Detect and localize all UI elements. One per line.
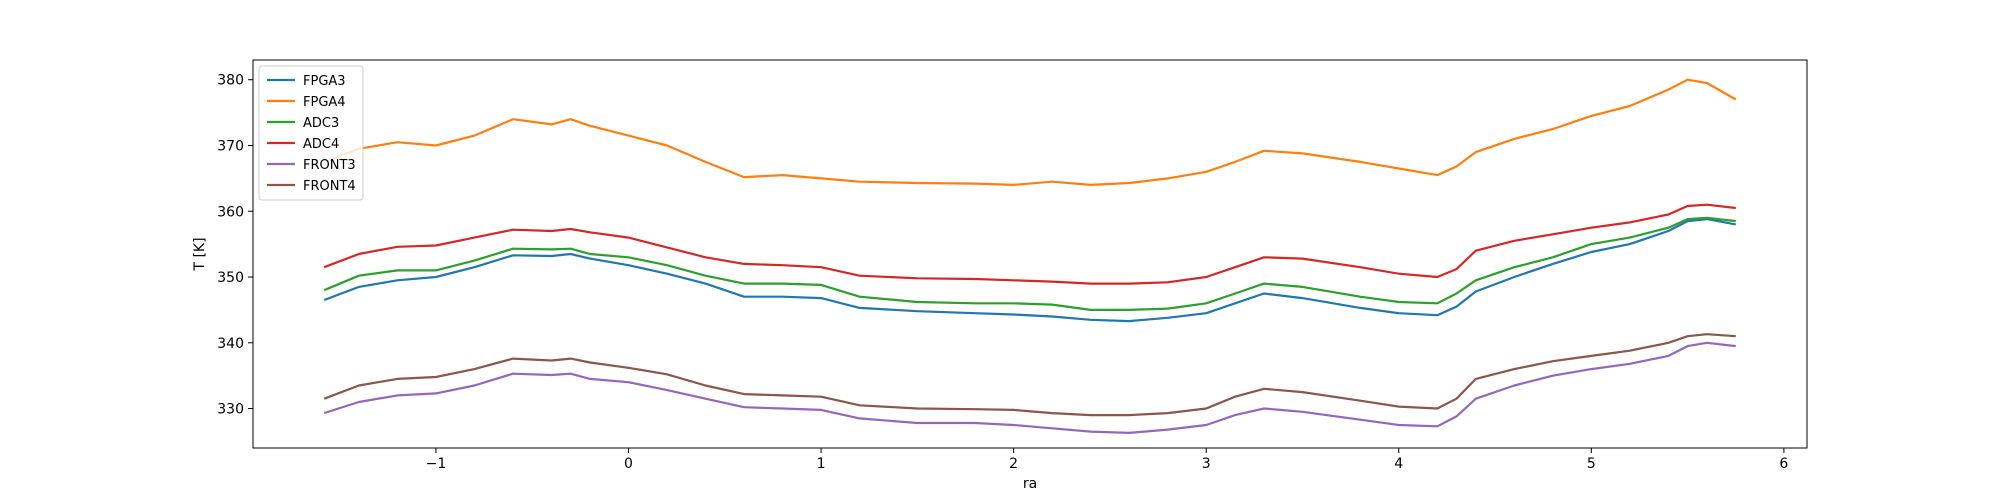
x-tick-label: 3 [1202, 456, 1211, 472]
plot-area [252, 59, 1808, 449]
series-line-fpga3 [323, 218, 1736, 323]
y-tick-label: 380 [217, 73, 244, 89]
legend-label: FPGA4 [303, 95, 346, 110]
x-tick-label: 0 [624, 456, 633, 472]
y-tick-label: 340 [217, 336, 244, 352]
series-line-adc4 [323, 203, 1736, 285]
x-tick-label: 5 [1587, 456, 1596, 472]
x-axis-label: ra [1023, 476, 1037, 492]
x-axis: −1 0 1 2 3 4 5 6 [426, 448, 1788, 472]
legend-box [258, 65, 364, 201]
legend-label: ADC3 [303, 116, 339, 131]
x-tick-label: 4 [1394, 456, 1403, 472]
legend-label: ADC4 [303, 137, 339, 152]
series-line-front3 [323, 341, 1736, 434]
legend-label: FRONT3 [303, 158, 356, 173]
series-line-front4 [323, 333, 1736, 417]
x-tick-label: 6 [1779, 456, 1788, 472]
x-tick-label: 2 [1009, 456, 1018, 472]
x-tick-label: 1 [817, 456, 826, 472]
y-axis: 330 340 350 360 370 380 [217, 73, 253, 418]
legend-label: FPGA3 [303, 74, 346, 89]
x-tick-label: −1 [426, 456, 447, 472]
series-layer [323, 78, 1737, 434]
y-tick-label: 370 [217, 138, 244, 154]
y-tick-label: 360 [217, 204, 244, 220]
series-line-adc3 [323, 216, 1736, 311]
legend: FPGA3 FPGA4 ADC3 ADC4 FRONT3 FRONT4 [258, 65, 364, 201]
y-tick-label: 330 [217, 402, 244, 418]
legend-label: FRONT4 [303, 179, 356, 194]
y-axis-label: T [K] [192, 237, 208, 271]
series-line-fpga4 [323, 78, 1737, 186]
y-tick-label: 350 [217, 270, 244, 286]
